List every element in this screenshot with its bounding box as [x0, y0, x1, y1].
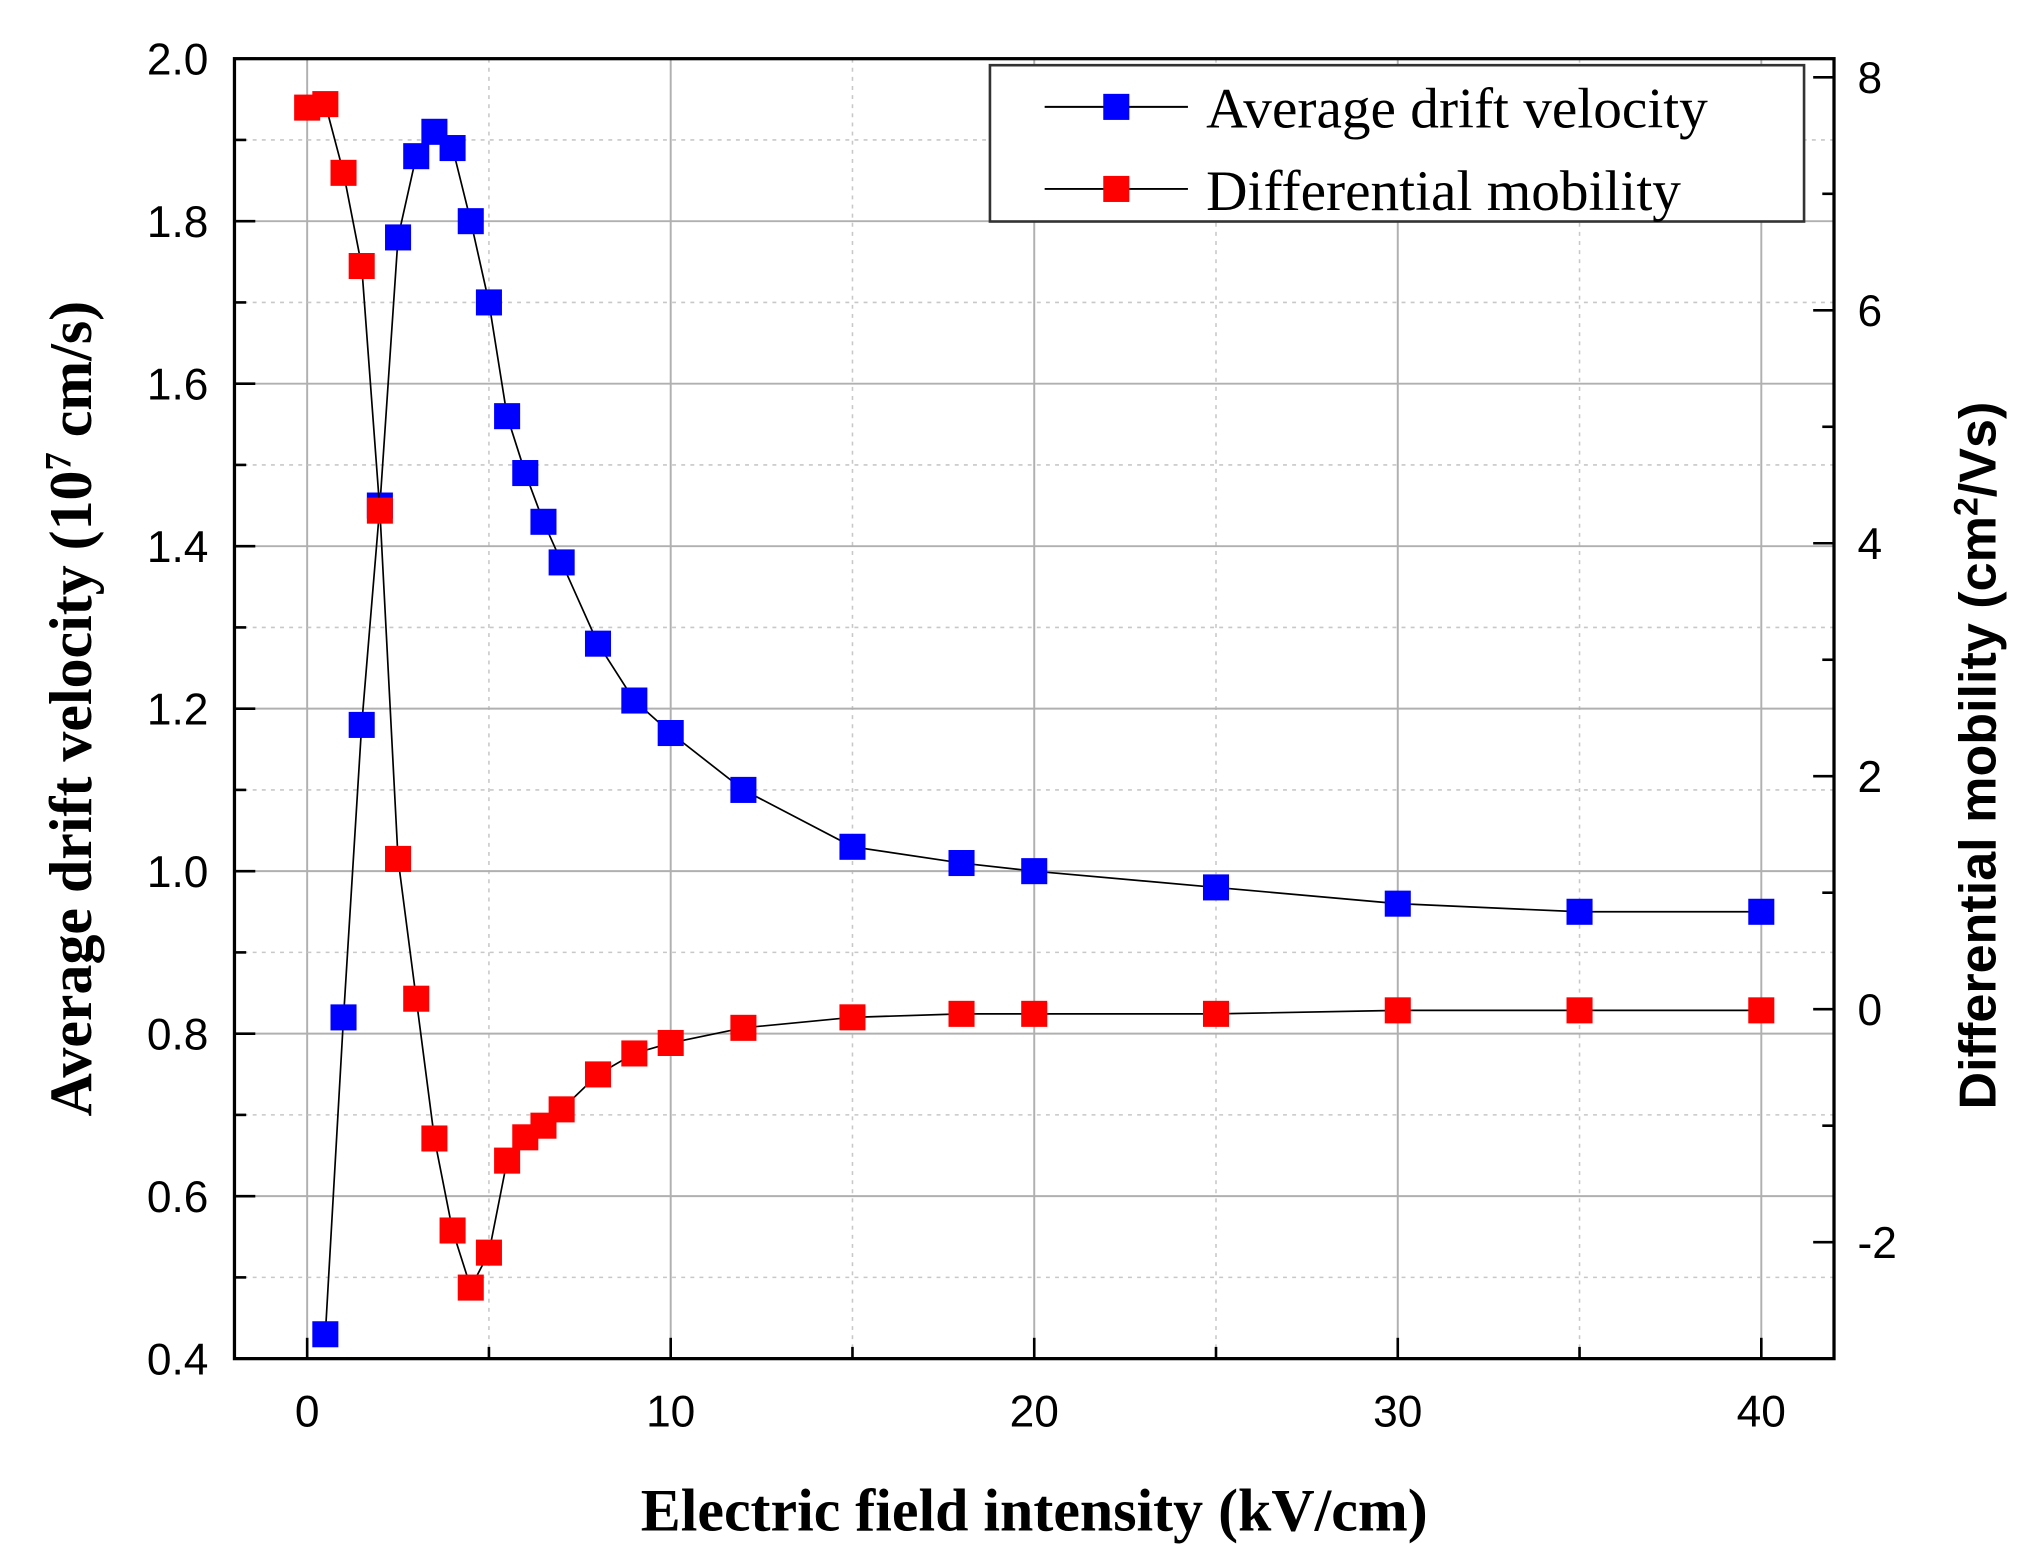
y-left-tick-label: 1.0	[147, 848, 209, 897]
y-right-tick-label: 0	[1857, 986, 1882, 1035]
y-right-tick-label: 8	[1857, 54, 1882, 103]
x-tick-label: 0	[295, 1387, 320, 1436]
legend-label-velocity: Average drift velocity	[1206, 78, 1708, 141]
y-left-tick-label: 0.4	[147, 1335, 209, 1384]
legend-marker-velocity	[1103, 93, 1130, 120]
x-tick-label: 20	[1010, 1387, 1059, 1436]
y-left-label-main: Average drift velocity (10	[38, 470, 104, 1116]
velocity-point	[457, 208, 484, 235]
y-left-tick-label: 2.0	[147, 35, 209, 84]
mobility-point	[1202, 1000, 1230, 1027]
velocity-point	[1384, 890, 1411, 917]
mobility-point	[584, 1061, 612, 1088]
y-left-tick-label: 1.8	[147, 198, 209, 247]
mobility-point	[330, 159, 357, 186]
series-line-velocity	[324, 130, 1762, 1335]
y-right-tick-label: 2	[1857, 753, 1882, 802]
mobility-point	[548, 1096, 575, 1123]
velocity-point	[548, 549, 575, 576]
y-left-tick-label: 0.8	[147, 1010, 209, 1059]
x-tick-label: 30	[1373, 1387, 1422, 1436]
y-left-tick-label: 1.2	[147, 685, 209, 734]
velocity-point	[1202, 874, 1230, 901]
mobility-point	[1021, 1000, 1048, 1027]
y-left-label-tail: cm/s)	[38, 301, 104, 452]
x-axis-label: Electric field intensity (kV/cm)	[641, 1478, 1428, 1544]
x-tick-label: 40	[1737, 1387, 1786, 1436]
mobility-point	[1748, 997, 1775, 1024]
y-axis-left-label: Average drift velocity (107 cm/s)	[38, 301, 104, 1117]
x-tick-label: 10	[646, 1387, 695, 1436]
velocity-point	[1566, 898, 1593, 925]
legend-marker-mobility	[1103, 175, 1130, 202]
velocity-point	[584, 630, 612, 657]
mobility-point	[657, 1029, 684, 1056]
velocity-point	[385, 224, 412, 251]
mobility-point	[730, 1014, 757, 1041]
velocity-point	[1748, 898, 1775, 925]
mobility-point	[312, 91, 339, 118]
velocity-point	[730, 776, 757, 803]
y-left-label-sup: 7	[38, 452, 78, 470]
y-axis-right-label: Differential mobility (cm2/Vs)	[1947, 402, 2007, 1110]
velocity-point	[530, 508, 557, 535]
y-left-tick-label: 0.6	[147, 1173, 209, 1222]
grid	[234, 57, 1835, 1360]
ticks: 0 10 20 30 40 0.4 0.6 0.8 1.0 1.2 1.4 1.6 1.8 2.0 -2 0 2…	[147, 35, 1897, 1436]
legend-label-mobility: Differential mobility	[1206, 160, 1681, 223]
velocity-point	[348, 711, 375, 738]
mobility-point	[385, 845, 412, 872]
mobility-point	[457, 1274, 484, 1301]
velocity-point	[839, 833, 866, 860]
y-right-tick-label: 4	[1857, 520, 1882, 569]
mobility-point	[348, 252, 375, 280]
mobility-point	[421, 1125, 448, 1152]
mobility-point	[439, 1217, 466, 1244]
y-right-tick-label: 6	[1857, 287, 1882, 336]
mobility-point	[1384, 997, 1411, 1024]
velocity-point	[494, 403, 521, 430]
velocity-point	[475, 289, 502, 316]
y-right-label-main: Differential mobility (cm	[1950, 516, 2008, 1109]
velocity-point	[621, 687, 648, 714]
y-left-tick-label: 1.6	[147, 360, 209, 409]
y-right-tick-label: -2	[1857, 1219, 1896, 1268]
mobility-point	[403, 985, 430, 1012]
velocity-point	[439, 135, 466, 162]
y-left-tick-label: 1.4	[147, 523, 209, 572]
mobility-point	[1566, 997, 1593, 1024]
mobility-point	[948, 1000, 975, 1027]
velocity-point	[512, 460, 539, 487]
velocity-point	[657, 720, 684, 747]
mobility-point	[475, 1239, 502, 1266]
y-right-label-sup: 2	[1947, 497, 1985, 516]
mobility-point	[366, 497, 393, 524]
velocity-point	[1021, 858, 1048, 885]
y-right-label-tail: /Vs)	[1950, 402, 2008, 498]
series-layer	[294, 91, 1775, 1348]
legend: Average drift velocity Differential mobi…	[988, 63, 1806, 223]
velocity-point	[330, 1004, 357, 1031]
mobility-point	[621, 1040, 648, 1067]
mobility-point	[494, 1147, 521, 1174]
velocity-point	[403, 143, 430, 170]
mobility-point	[839, 1004, 866, 1031]
velocity-point	[948, 850, 975, 877]
velocity-point	[312, 1321, 339, 1348]
